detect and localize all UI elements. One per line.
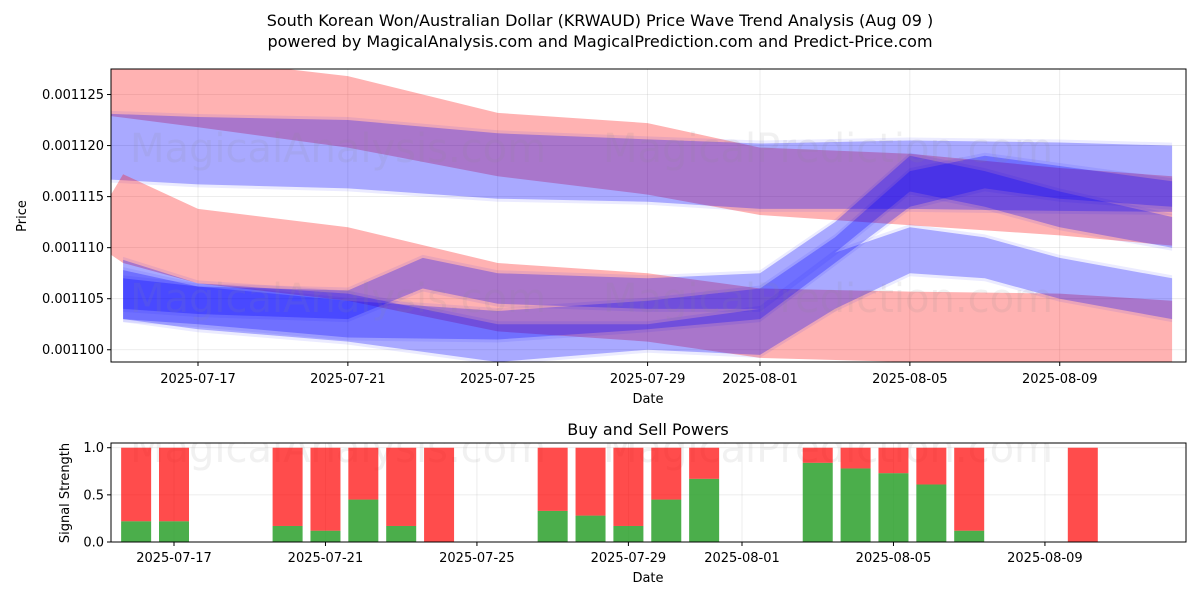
- signal-x-label: Date: [632, 571, 663, 586]
- sell-power-bar: [121, 447, 152, 522]
- sell-power-bar: [954, 447, 985, 531]
- price-wave-band-halo: [123, 152, 1173, 323]
- price-wave-band: [111, 113, 1173, 212]
- price-wave-band: [123, 155, 1173, 320]
- price-wave-band-halo: [123, 224, 1173, 362]
- price-wave-band-halo: [111, 110, 1173, 215]
- sell-power-bar: [159, 447, 189, 522]
- buy-power-bar: [689, 478, 720, 542]
- sell-power-bar: [386, 447, 417, 526]
- buy-power-bar: [613, 525, 644, 542]
- price-grid: [111, 69, 1186, 362]
- price-x-tick-label: 2025-07-25: [460, 372, 536, 387]
- sell-power-bar: [840, 447, 871, 469]
- sell-power-bar: [878, 447, 909, 474]
- chart-title-line1: South Korean Won/Australian Dollar (KRWA…: [267, 11, 934, 30]
- signal-chart-panel: Buy and Sell Powers MagicalAnalysis.com …: [58, 420, 1187, 586]
- price-wave-band: [123, 155, 1173, 340]
- signal-y-ticks: 0.0 0.5 1.0: [83, 441, 111, 551]
- signal-x-tick-label: 2025-08-05: [856, 551, 932, 566]
- signal-x-tick-label: 2025-07-29: [591, 551, 667, 566]
- buy-power-bar: [121, 521, 152, 542]
- watermark-prediction: MagicalPrediction.com: [603, 276, 1053, 322]
- price-wave-bands: [111, 69, 1173, 362]
- buy-power-bar: [840, 468, 871, 542]
- price-y-tick-label: 0.001115: [42, 190, 104, 205]
- price-x-tick-label: 2025-07-17: [160, 372, 236, 387]
- price-x-tick-label: 2025-08-01: [722, 372, 798, 387]
- signal-y-tick-label: 0.5: [83, 488, 104, 503]
- price-y-ticks: 0.001100 0.001105 0.001110 0.001115 0.001120…: [42, 88, 111, 358]
- price-wave-band: [111, 174, 1173, 362]
- price-x-tick-label: 2025-08-05: [872, 372, 948, 387]
- price-y-tick-label: 0.001100: [42, 343, 104, 358]
- price-watermarks: MagicalAnalysis.com MagicalPrediction.co…: [130, 126, 1053, 322]
- buy-power-bar: [575, 515, 606, 542]
- watermark-analysis: MagicalAnalysis.com: [130, 126, 546, 172]
- price-y-label: Price: [15, 200, 30, 232]
- buy-power-bar: [310, 530, 341, 542]
- signal-y-label: Signal Strength: [58, 443, 73, 543]
- signal-x-tick-label: 2025-07-17: [136, 551, 212, 566]
- signal-x-tick-label: 2025-07-21: [288, 551, 364, 566]
- buy-power-bar: [916, 484, 947, 542]
- price-y-tick-label: 0.001105: [42, 292, 104, 307]
- chart-title-line2: powered by MagicalAnalysis.com and Magic…: [267, 32, 932, 51]
- signal-x-ticks: 2025-07-17 2025-07-21 2025-07-25 2025-07-29…: [136, 542, 1083, 566]
- sell-power-bar: [272, 447, 303, 526]
- sell-power-bar: [348, 447, 379, 500]
- buy-power-bar: [272, 525, 303, 542]
- sell-power-bar: [424, 447, 455, 542]
- buy-power-bar: [537, 510, 568, 542]
- buy-power-bar: [954, 530, 985, 542]
- sell-power-bar: [310, 447, 341, 531]
- price-x-ticks: 2025-07-17 2025-07-21 2025-07-25 2025-07-29…: [160, 362, 1098, 387]
- sell-power-bar: [916, 447, 947, 485]
- price-wave-band: [111, 69, 1173, 246]
- signal-y-tick-label: 1.0: [83, 441, 104, 456]
- price-y-tick-label: 0.001110: [42, 241, 104, 256]
- price-x-label: Date: [632, 392, 663, 407]
- price-x-tick-label: 2025-07-21: [310, 372, 386, 387]
- watermark-analysis: MagicalAnalysis.com: [130, 276, 546, 322]
- sell-power-bar: [802, 447, 833, 463]
- buy-power-bar: [159, 521, 189, 542]
- buy-power-bar: [651, 499, 682, 542]
- signal-axes-frame: [110, 442, 1187, 543]
- signal-x-tick-label: 2025-08-09: [1007, 551, 1083, 566]
- price-axes-frame: [110, 68, 1187, 363]
- buy-power-bar: [802, 462, 833, 542]
- watermark-prediction: MagicalPrediction.com: [603, 126, 1053, 172]
- sell-power-bar: [575, 447, 606, 516]
- sell-power-bar: [613, 447, 644, 526]
- price-y-tick-label: 0.001125: [42, 88, 104, 103]
- price-chart-panel: MagicalAnalysis.com MagicalPrediction.co…: [15, 68, 1187, 407]
- sell-power-bar: [1067, 447, 1098, 542]
- sell-power-bar: [537, 447, 568, 511]
- price-x-tick-label: 2025-08-09: [1022, 372, 1098, 387]
- signal-x-tick-label: 2025-07-25: [439, 551, 515, 566]
- buy-power-bar: [348, 499, 379, 542]
- price-wave-band: [123, 227, 1173, 362]
- price-x-tick-label: 2025-07-29: [610, 372, 686, 387]
- sell-power-bar: [651, 447, 682, 500]
- buy-power-bar: [386, 525, 417, 542]
- signal-chart-title: Buy and Sell Powers: [567, 420, 729, 439]
- sell-power-bar: [689, 447, 720, 479]
- signal-y-tick-label: 0.0: [83, 536, 104, 551]
- signal-bars: [121, 447, 1098, 542]
- price-y-tick-label: 0.001120: [42, 139, 104, 154]
- signal-x-tick-label: 2025-08-01: [704, 551, 780, 566]
- price-wave-band-halo: [123, 152, 1173, 343]
- buy-power-bar: [878, 473, 909, 542]
